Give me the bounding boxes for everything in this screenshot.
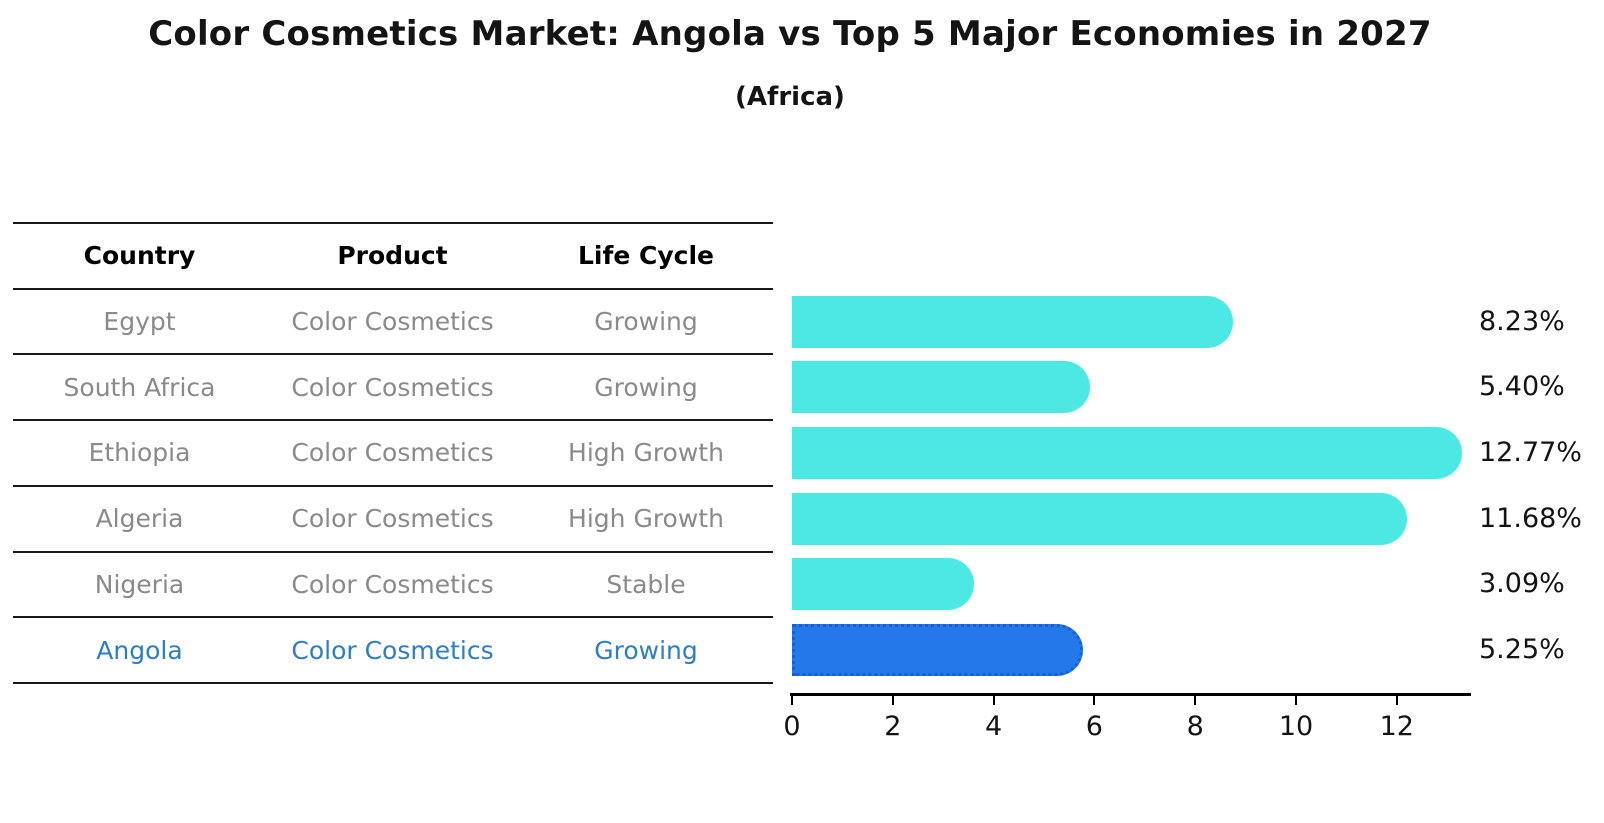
bar-highlight <box>792 624 1083 677</box>
table-row: Angola Color Cosmetics Growing <box>13 617 773 683</box>
table-row: Egypt Color Cosmetics Growing <box>13 289 773 355</box>
row-divider-line <box>13 222 773 224</box>
table-cell-life-cycle: Growing <box>594 307 698 337</box>
bar <box>792 492 1407 545</box>
table-cell-country: Algeria <box>95 504 184 534</box>
table-cell-product: Color Cosmetics <box>291 438 494 468</box>
x-tick <box>791 696 793 705</box>
x-tick <box>1295 696 1297 705</box>
bar-value-label: 11.68% <box>1479 502 1582 534</box>
table-cell-life-cycle: Growing <box>594 635 698 665</box>
table-cell-product: Color Cosmetics <box>291 307 494 337</box>
row-divider-line <box>13 681 773 684</box>
table-cell-country: Angola <box>96 635 183 665</box>
row-divider-line <box>13 353 773 356</box>
row-divider-line <box>13 419 773 422</box>
x-tick-label: 12 <box>1379 711 1414 742</box>
table-row: Ethiopia Color Cosmetics High Growth <box>13 420 773 486</box>
bar <box>792 426 1462 479</box>
bar-value-label: 8.23% <box>1479 305 1565 337</box>
table-cell-product: Color Cosmetics <box>291 569 494 599</box>
x-tick <box>992 696 995 705</box>
table-cell-life-cycle: Stable <box>606 569 686 599</box>
bar-value-label: 5.25% <box>1479 634 1565 666</box>
table-row: Nigeria Color Cosmetics Stable <box>13 552 773 618</box>
row-divider-line <box>13 287 773 290</box>
x-tick <box>891 696 894 705</box>
table-cell-life-cycle: High Growth <box>568 438 724 468</box>
table-cell-life-cycle: High Growth <box>568 504 724 534</box>
x-tick <box>1395 696 1398 705</box>
x-axis <box>790 693 1471 696</box>
table-cell-life-cycle: Growing <box>594 372 698 402</box>
x-tick <box>1093 696 1096 705</box>
table-cell-country: Egypt <box>103 307 176 337</box>
x-tick-label: 4 <box>985 711 1003 742</box>
chart-subtitle: (Africa) <box>735 82 845 112</box>
table-row: South Africa Color Cosmetics Growing <box>13 354 773 420</box>
table-cell-country: Ethiopia <box>88 438 191 468</box>
table-cell-product: Color Cosmetics <box>291 372 494 402</box>
bar-value-label: 3.09% <box>1479 568 1565 600</box>
x-tick-label: 0 <box>783 711 801 742</box>
bar <box>792 295 1233 348</box>
table-header-product: Product <box>337 241 448 271</box>
table-cell-country: Nigeria <box>94 569 185 599</box>
table-cell-product: Color Cosmetics <box>291 635 494 665</box>
x-tick-label: 8 <box>1186 711 1204 742</box>
x-tick-label: 2 <box>884 711 902 742</box>
row-divider-line <box>13 484 773 487</box>
bar-value-label: 5.40% <box>1479 371 1565 403</box>
bar <box>792 558 974 611</box>
table-row: Algeria Color Cosmetics High Growth <box>13 486 773 552</box>
chart-title: Color Cosmetics Market: Angola vs Top 5 … <box>148 14 1432 54</box>
bar-value-label: 12.77% <box>1479 436 1582 468</box>
x-tick-label: 6 <box>1085 711 1103 742</box>
table-header-country: Country <box>83 241 196 271</box>
x-tick-label: 10 <box>1278 711 1314 742</box>
table-header-row: Country Product Life Cycle <box>13 223 773 289</box>
table-header-life-cycle: Life Cycle <box>577 241 715 271</box>
table-cell-product: Color Cosmetics <box>291 504 494 534</box>
row-divider-line <box>13 550 773 553</box>
row-divider-line <box>13 616 773 619</box>
x-tick <box>1194 696 1197 705</box>
bar <box>792 361 1091 414</box>
table-cell-country: South Africa <box>63 372 216 402</box>
